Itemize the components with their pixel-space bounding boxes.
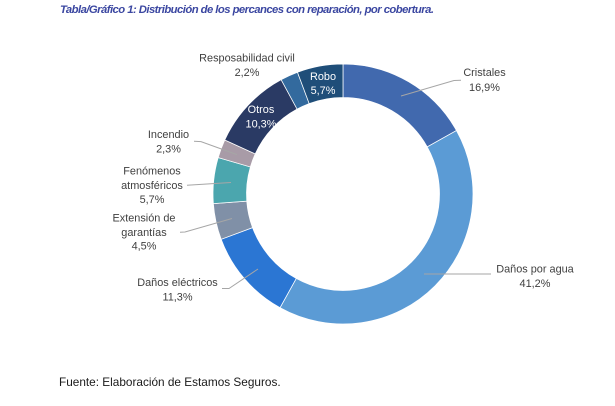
svg-text:5,7%: 5,7%	[140, 194, 165, 206]
svg-text:atmosféricos: atmosféricos	[121, 180, 183, 192]
svg-text:Resposabilidad civil: Resposabilidad civil	[199, 53, 295, 65]
svg-text:2,2%: 2,2%	[235, 67, 260, 79]
svg-text:Robo: Robo	[310, 71, 336, 83]
svg-text:Daños eléctricos: Daños eléctricos	[137, 277, 218, 289]
svg-text:garantías: garantías	[121, 227, 167, 239]
svg-text:Extensión de: Extensión de	[113, 213, 176, 225]
svg-text:Incendio: Incendio	[148, 129, 189, 141]
svg-text:Cristales: Cristales	[463, 67, 506, 79]
svg-text:Fenómenos: Fenómenos	[123, 166, 181, 178]
svg-text:16,9%: 16,9%	[469, 82, 500, 94]
svg-text:4,5%: 4,5%	[132, 241, 157, 253]
svg-text:2,3%: 2,3%	[156, 144, 181, 156]
svg-text:11,3%: 11,3%	[162, 291, 192, 303]
svg-text:10,3%: 10,3%	[246, 119, 277, 131]
svg-text:Otros: Otros	[248, 104, 275, 116]
svg-text:5,7%: 5,7%	[311, 85, 336, 97]
svg-text:41,2%: 41,2%	[520, 278, 551, 290]
svg-text:Daños por agua: Daños por agua	[496, 264, 574, 276]
